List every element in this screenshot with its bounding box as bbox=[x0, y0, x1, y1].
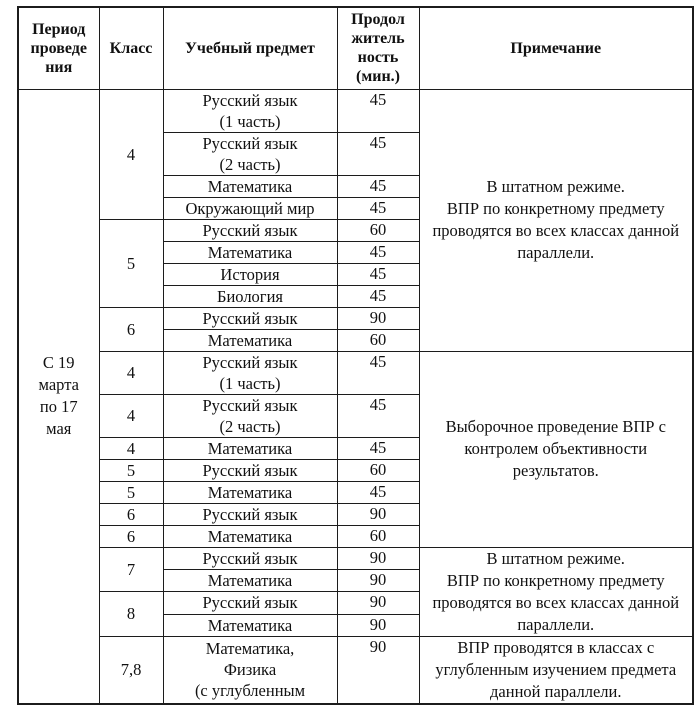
duration-cell: 45 bbox=[336, 480, 420, 504]
duration-cell: 60 bbox=[336, 458, 420, 482]
note-cell: В штатном режиме. ВПР по конкретному пре… bbox=[418, 88, 694, 352]
duration-cell: 60 bbox=[336, 328, 420, 352]
header-class: Класс bbox=[98, 6, 164, 90]
subject-cell: Математика, Физика (с углубленным bbox=[162, 635, 338, 704]
duration-cell: 45 bbox=[336, 436, 420, 460]
table-row: 6 Русский язык 90 bbox=[18, 306, 693, 352]
table-row: 5 Математика 45 bbox=[18, 480, 693, 504]
header-row: Период проведе ния Класс Учебный предмет… bbox=[17, 6, 694, 90]
subject-cell: Математика bbox=[162, 613, 338, 637]
subject-cell: Русский язык (2 часть) bbox=[162, 131, 338, 176]
duration-cell: 60 bbox=[336, 218, 420, 242]
subject-cell: Русский язык (1 часть) bbox=[162, 350, 338, 395]
subject-cell: Математика bbox=[162, 174, 338, 198]
note-cell: В штатном режиме. ВПР по конкретному пре… bbox=[418, 546, 694, 637]
table-row: Математика 45 bbox=[18, 174, 693, 198]
table-row: Математика 45 bbox=[18, 240, 693, 264]
duration-cell: 90 bbox=[336, 502, 420, 526]
class-cell: 5 bbox=[98, 480, 164, 504]
class-cell: 6 bbox=[98, 524, 164, 548]
subject-cell: История bbox=[162, 262, 338, 286]
subject-cell: Русский язык (1 часть) bbox=[162, 88, 338, 133]
header-note: Примечание bbox=[418, 6, 694, 90]
class-cell: 6 bbox=[98, 502, 164, 526]
table-row: 7,8 Математика, Физика (с углубленным 90… bbox=[18, 635, 694, 704]
class-cell: 4 bbox=[98, 88, 164, 220]
table-row: 4 Математика 45 bbox=[18, 436, 693, 460]
subject-cell: Математика bbox=[162, 240, 338, 264]
duration-cell: 90 bbox=[336, 590, 420, 615]
period-cell: С 19 марта по 17 мая bbox=[17, 88, 100, 704]
duration-cell: 45 bbox=[336, 174, 420, 198]
class-cell: 5 bbox=[98, 458, 164, 482]
subject-cell: Русский язык bbox=[162, 218, 338, 242]
note-cell: ВПР проводятся в классах с углубленным и… bbox=[418, 635, 694, 704]
subject-cell: Русский язык bbox=[162, 502, 338, 526]
duration-cell: 45 bbox=[336, 284, 420, 308]
vpr-schedule-table: Период проведе ния Класс Учебный предмет… bbox=[17, 6, 694, 705]
subject-cell: Биология bbox=[162, 284, 338, 308]
duration-cell: 90 bbox=[336, 635, 420, 704]
duration-cell: 45 bbox=[336, 240, 420, 264]
duration-cell: 90 bbox=[336, 613, 420, 637]
duration-cell: 45 bbox=[336, 196, 420, 220]
subject-cell: Математика bbox=[162, 524, 338, 548]
class-cell: 4 bbox=[98, 393, 164, 438]
class-cell: 7,8 bbox=[98, 635, 164, 704]
subject-cell: Русский язык bbox=[162, 458, 338, 482]
subject-cell: Математика bbox=[162, 480, 338, 504]
subject-cell: Русский язык bbox=[162, 590, 338, 615]
table-row: С 19 марта по 17 мая 4 Русский язык (1 ч… bbox=[17, 88, 694, 704]
duration-cell: 90 bbox=[336, 306, 420, 330]
subject-cell: Русский язык bbox=[162, 306, 338, 330]
table-row: Математика 90 bbox=[18, 613, 693, 637]
table-row: Математика 60 bbox=[18, 328, 693, 352]
class-cell: 5 bbox=[98, 218, 164, 308]
note-cell: Выборочное проведение ВПР с контролем об… bbox=[418, 350, 694, 548]
class-cell: 4 bbox=[98, 350, 164, 395]
class-cell: 4 bbox=[98, 436, 164, 460]
duration-cell: 45 bbox=[336, 88, 420, 133]
subject-cell: Математика bbox=[162, 568, 338, 592]
duration-cell: 45 bbox=[336, 131, 420, 176]
duration-cell: 45 bbox=[336, 393, 420, 438]
header-subject: Учебный предмет bbox=[162, 6, 338, 90]
subject-cell: Математика bbox=[162, 328, 338, 352]
duration-cell: 45 bbox=[336, 262, 420, 286]
table-row: 4 Русский язык (2 часть) 45 bbox=[18, 393, 693, 438]
table-row: Окружающий мир 45 bbox=[18, 196, 693, 220]
table-row: 7 Русский язык 90 В штатном режиме. ВПР … bbox=[18, 546, 694, 637]
header-duration: Продол житель ность (мин.) bbox=[336, 6, 420, 90]
subject-cell: Математика bbox=[162, 436, 338, 460]
table-row: Русский язык (2 часть) 45 bbox=[18, 131, 693, 176]
duration-cell: 60 bbox=[336, 524, 420, 548]
duration-cell: 45 bbox=[336, 350, 420, 395]
table-row: 4 Русский язык (1 часть) 45 Выборочное п… bbox=[18, 350, 694, 548]
table-row: 5 Русский язык 60 bbox=[18, 458, 693, 482]
subject-cell: Русский язык (2 часть) bbox=[162, 393, 338, 438]
header-period: Период проведе ния bbox=[17, 6, 100, 90]
subject-cell: Русский язык bbox=[162, 546, 338, 570]
duration-cell: 90 bbox=[336, 568, 420, 592]
class-cell: 6 bbox=[98, 306, 164, 352]
subject-cell: Окружающий мир bbox=[162, 196, 338, 220]
class-cell: 7 bbox=[98, 546, 164, 592]
class-cell: 8 bbox=[98, 590, 164, 637]
duration-cell: 90 bbox=[336, 546, 420, 570]
